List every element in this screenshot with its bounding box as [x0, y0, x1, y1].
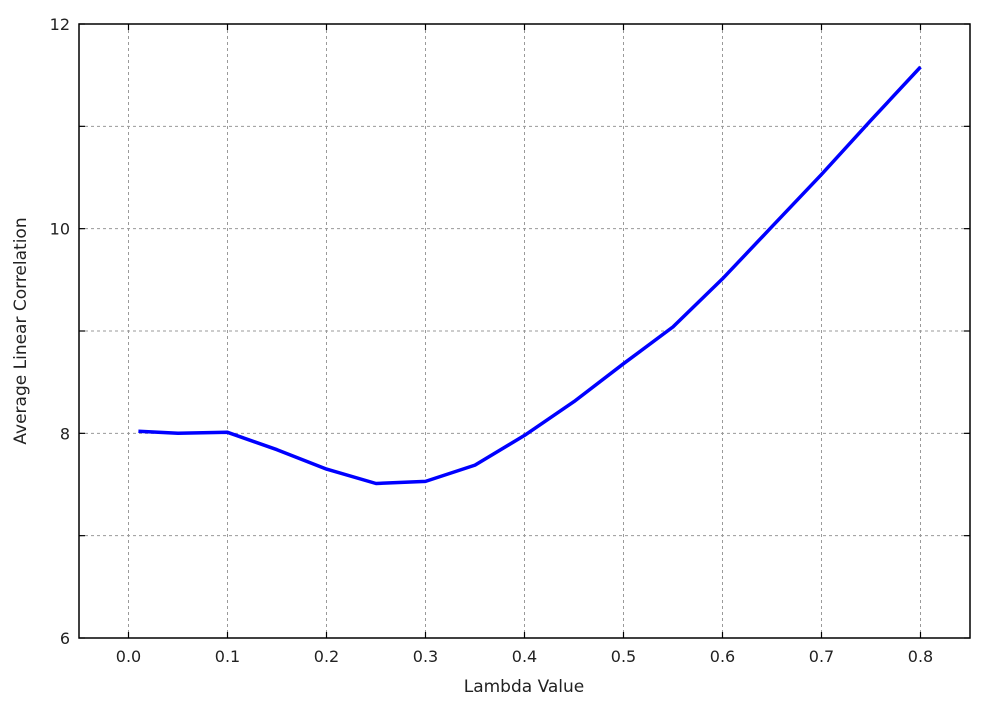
x-tick-label: 0.7: [809, 647, 834, 666]
x-tick-label: 0.5: [611, 647, 636, 666]
series-layer: [138, 65, 922, 486]
series-line: [138, 65, 922, 486]
x-tick-label: 0.0: [116, 647, 141, 666]
y-tick-label: 6: [60, 629, 70, 648]
x-tick-label: 0.2: [314, 647, 339, 666]
x-tick-label: 0.6: [710, 647, 735, 666]
x-tick-label: 0.4: [512, 647, 537, 666]
y-tick-label: 10: [50, 220, 70, 239]
tick-labels: 0.0 0.1 0.2 0.3 0.4 0.5 0.6 0.7 0.8 6 8 10 12: [50, 15, 934, 666]
axis-ticks: [79, 23, 970, 639]
grid-lines: [79, 24, 970, 638]
y-axis-label: Average Linear Correlation: [11, 217, 31, 444]
y-tick-label: 12: [50, 15, 70, 34]
y-tick-label: 8: [60, 424, 70, 443]
x-tick-label: 0.3: [413, 647, 438, 666]
x-axis-label: Lambda Value: [464, 677, 585, 697]
x-tick-label: 0.8: [908, 647, 933, 666]
x-tick-label: 0.1: [215, 647, 240, 666]
